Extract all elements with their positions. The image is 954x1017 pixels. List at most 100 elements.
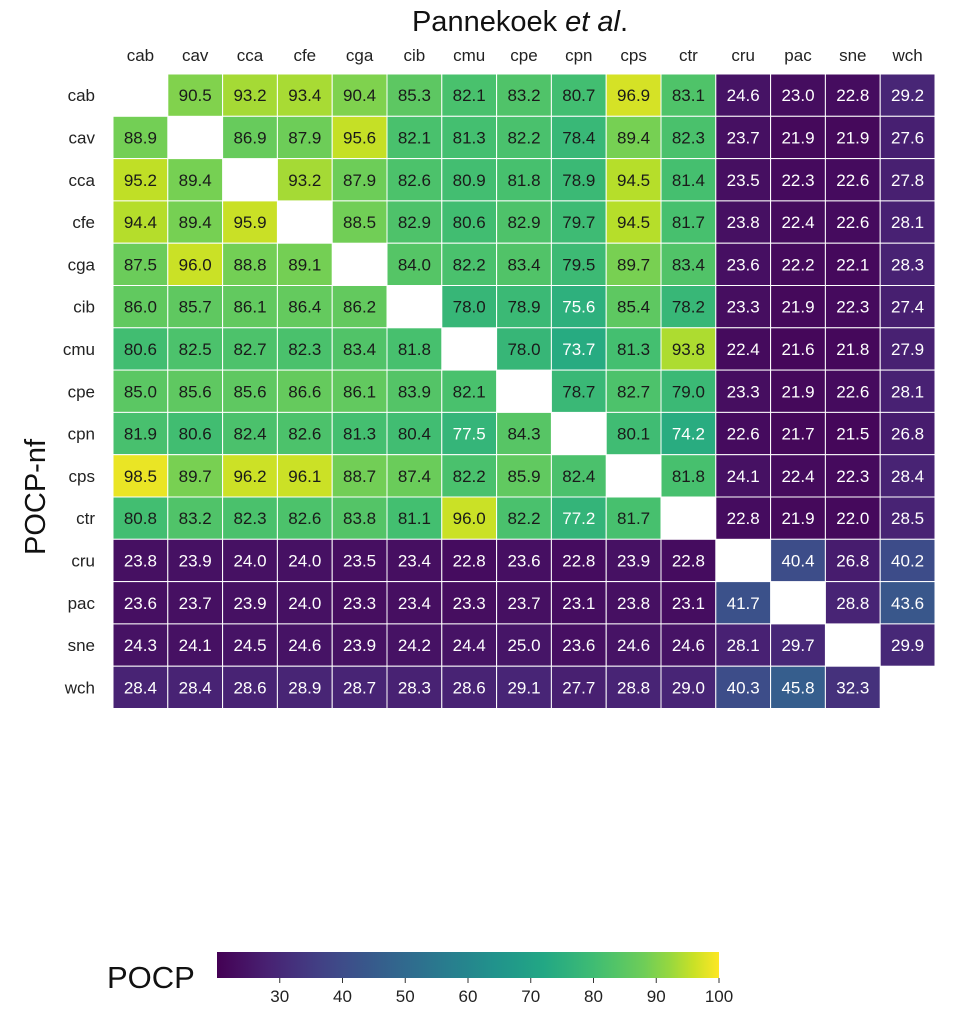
cell-value-cmu-cga: 83.4 [343, 340, 376, 359]
heatmap-cell-cib-cga [331, 285, 388, 329]
heatmap-cell-cmu-wch [879, 327, 936, 371]
cell-value-cpn-cib: 80.4 [398, 425, 431, 444]
cell-value-cab-pac: 23.0 [781, 86, 814, 105]
heatmap-cell-cpn-cab [112, 411, 169, 456]
cell-value-cmu-cpe: 78.0 [507, 340, 540, 359]
cell-value-cpe-cav: 85.6 [179, 382, 212, 401]
cell-value-cib-sne: 22.3 [836, 298, 869, 317]
cell-value-sne-cmu: 24.4 [453, 636, 486, 655]
cell-value-wch-cfe: 28.9 [288, 678, 321, 697]
cell-value-cib-wch: 27.4 [891, 298, 924, 317]
cell-value-cav-cab: 88.9 [124, 128, 157, 147]
cell-value-ctr-cab: 80.8 [124, 509, 157, 528]
cell-value-cfe-pac: 22.4 [781, 213, 814, 232]
heatmap-cell-cfe-cpn [550, 200, 607, 244]
cell-value-cga-wch: 28.3 [891, 255, 924, 274]
heatmap-cell-sne-cab [112, 623, 169, 667]
cell-value-cga-cca: 88.8 [233, 255, 266, 274]
heatmap-cell-cpn-wch [879, 411, 936, 456]
cell-value-sne-cps: 24.6 [617, 636, 650, 655]
cell-value-ctr-cpn: 77.2 [562, 509, 595, 528]
heatmap-cell-pac-cpe [496, 581, 552, 625]
cell-value-cfe-ctr: 81.7 [672, 213, 705, 232]
cell-value-cib-cmu: 78.0 [453, 298, 486, 317]
cell-value-cmu-pac: 21.6 [781, 340, 814, 359]
heatmap-cell-cps-cpe [496, 454, 552, 498]
cell-value-ctr-pac: 21.9 [781, 509, 814, 528]
cell-value-cpn-cca: 82.4 [233, 425, 266, 444]
cell-value-cpn-wch: 26.8 [891, 425, 924, 444]
row-label-cpe: cpe [68, 382, 95, 401]
cell-value-cpe-cib: 83.9 [398, 382, 431, 401]
heatmap-cell-cru-cav [167, 538, 224, 583]
heatmap-cell-cca-cfe [276, 158, 333, 202]
column-label-cpe: cpe [510, 46, 537, 65]
cell-value-cab-sne: 22.8 [836, 86, 869, 105]
cell-value-cps-cib: 87.4 [398, 467, 431, 486]
cell-value-cru-cib: 23.4 [398, 551, 431, 570]
heatmap-cell-cru-cmu [441, 538, 498, 583]
heatmap-cell-cpn-cca [222, 411, 278, 456]
cell-value-cav-cmu: 81.3 [453, 128, 486, 147]
colorbar-ticks: 30 40 50 60 70 80 90 100 [270, 978, 733, 1006]
heatmap-cell-wch-cpn [550, 665, 607, 710]
heatmap-cell-cfe-cpe [496, 200, 552, 244]
cell-value-cpn-sne: 21.5 [836, 425, 869, 444]
column-label-pac: pac [784, 46, 812, 65]
heatmap-cell-cmu-cga [331, 327, 388, 371]
column-label-cib: cib [404, 46, 426, 65]
cell-value-cab-ctr: 83.1 [672, 86, 705, 105]
heatmap-cell-cav-sne [824, 115, 881, 160]
cell-value-cps-cga: 88.7 [343, 467, 376, 486]
cell-value-cfe-cav: 89.4 [179, 213, 212, 232]
cell-value-cru-cav: 23.9 [179, 551, 212, 570]
heatmap-cell-cav-cpn [550, 115, 607, 160]
cell-value-cga-pac: 22.2 [781, 255, 814, 274]
cell-value-cab-cpe: 83.2 [507, 86, 540, 105]
cell-value-cps-cab: 98.5 [124, 467, 157, 486]
row-label-cca: cca [69, 171, 96, 190]
cell-value-cps-cpe: 85.9 [507, 467, 540, 486]
cell-value-cru-cpe: 23.6 [507, 551, 540, 570]
heatmap-cell-cpe-cib [386, 369, 443, 413]
heatmap-cell-sne-cga [331, 623, 388, 667]
cell-value-cpn-pac: 21.7 [781, 425, 814, 444]
cell-value-cru-pac: 40.4 [781, 551, 814, 570]
heatmap-cells: 90.5 93.2 93.4 90.4 85.3 82.1 83.2 80.7 96.9 83.1… [112, 73, 936, 710]
heatmap-cell-cru-pac [770, 538, 826, 583]
cell-value-cib-cpe: 78.9 [507, 298, 540, 317]
row-label-cpn: cpn [68, 425, 95, 444]
cell-value-sne-ctr: 24.6 [672, 636, 705, 655]
cell-value-cab-cmu: 82.1 [453, 86, 486, 105]
cell-value-cmu-cav: 82.5 [179, 340, 212, 359]
heatmap-cell-pac-cpn [550, 581, 607, 625]
row-label-wch: wch [64, 678, 95, 697]
cell-value-pac-cpn: 23.1 [562, 594, 595, 613]
cell-value-ctr-wch: 28.5 [891, 509, 924, 528]
cell-value-cav-cib: 82.1 [398, 128, 431, 147]
heatmap-cell-ctr-cpe [496, 496, 552, 540]
cell-value-ctr-cpe: 82.2 [507, 509, 540, 528]
heatmap-cell-cru-cpe [496, 538, 552, 583]
cell-value-cca-wch: 27.8 [891, 171, 924, 190]
heatmap-cell-cav-cpe [496, 115, 552, 160]
heatmap-cell-cab-cav [167, 73, 224, 117]
cell-value-cab-cav: 90.5 [179, 86, 212, 105]
cell-value-cav-cps: 89.4 [617, 128, 650, 147]
cell-value-cca-cmu: 80.9 [453, 171, 486, 190]
cell-value-cru-cmu: 22.8 [453, 551, 486, 570]
cell-value-cps-cav: 89.7 [179, 467, 212, 486]
cell-value-cca-cru: 23.5 [727, 171, 760, 190]
cell-value-cib-cca: 86.1 [233, 298, 266, 317]
y-axis-label: POCP-nf [20, 438, 52, 555]
heatmap-cell-cab-ctr [660, 73, 717, 117]
heatmap-cell-cab-wch [879, 73, 936, 117]
cell-value-cmu-cps: 81.3 [617, 340, 650, 359]
heatmap-cell-cpn-cib [386, 411, 443, 456]
column-label-cmu: cmu [453, 46, 485, 65]
heatmap-cell-cps-cab [112, 454, 169, 498]
cell-value-ctr-cmu: 96.0 [453, 509, 486, 528]
cell-value-pac-cib: 23.4 [398, 594, 431, 613]
cell-value-pac-cfe: 24.0 [288, 594, 321, 613]
